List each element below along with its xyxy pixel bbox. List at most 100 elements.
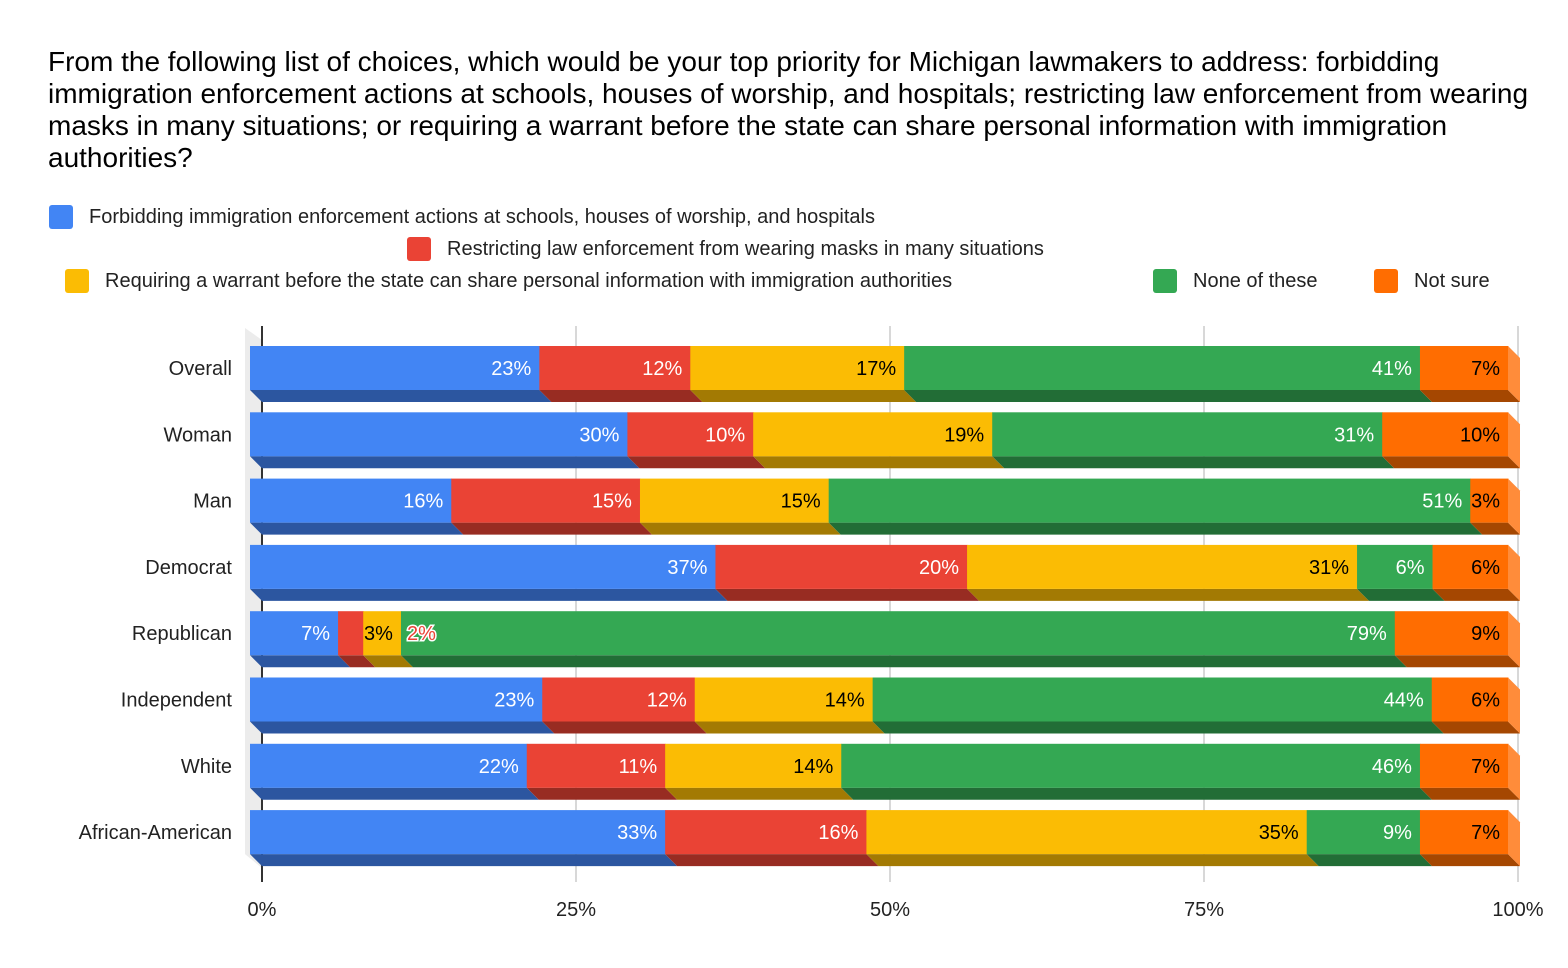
legend-item-restricting[interactable]: Restricting law enforcement from wearing… bbox=[407, 237, 1044, 261]
category-label: Democrat bbox=[145, 557, 232, 579]
bar-segment bbox=[250, 611, 339, 656]
bar-segment bbox=[1419, 346, 1509, 390]
x-tick-label: 75% bbox=[1184, 899, 1224, 921]
bar-segment bbox=[828, 478, 1471, 523]
legend-item-none[interactable]: None of these bbox=[1153, 269, 1318, 293]
bar-segment bbox=[1306, 810, 1421, 855]
bar-bottom-face bbox=[841, 787, 1432, 800]
x-tick-label: 25% bbox=[556, 899, 596, 921]
bar-segment bbox=[715, 544, 968, 589]
bar-bottom-face bbox=[694, 721, 885, 734]
bar-side-face bbox=[1508, 611, 1520, 668]
data-label: 7% bbox=[301, 623, 330, 645]
bar-bottom-face bbox=[1394, 655, 1520, 668]
bar-bottom-face bbox=[1419, 854, 1520, 867]
data-label: 6% bbox=[1471, 690, 1500, 712]
legend-label: None of these bbox=[1193, 269, 1318, 292]
bar-segment bbox=[872, 677, 1433, 722]
bar-segment bbox=[992, 412, 1383, 457]
category-label: Independent bbox=[121, 690, 233, 712]
data-label: 7% bbox=[1471, 756, 1500, 778]
bar-side-face bbox=[1508, 478, 1520, 535]
bar-side-face bbox=[1508, 677, 1520, 734]
legend-item-not-sure[interactable]: Not sure bbox=[1374, 269, 1490, 293]
bar-bottom-face bbox=[526, 787, 678, 800]
legend-item-requiring[interactable]: Requiring a warrant before the state can… bbox=[65, 269, 952, 293]
data-label: 35% bbox=[1259, 822, 1299, 844]
bar-bottom-face bbox=[967, 588, 1370, 601]
bar-bottom-face bbox=[1431, 721, 1520, 734]
legend-swatch bbox=[1153, 269, 1177, 293]
data-label: 6% bbox=[1471, 557, 1500, 579]
legend-swatch bbox=[65, 269, 89, 293]
bar-bottom-face bbox=[828, 522, 1483, 535]
bar-bottom-face bbox=[451, 522, 652, 535]
bar-segment bbox=[250, 677, 543, 722]
bar-bottom-face bbox=[542, 721, 707, 734]
data-label: 15% bbox=[592, 491, 632, 513]
bar-bottom-face bbox=[690, 390, 917, 402]
data-label: 79% bbox=[1347, 623, 1387, 645]
category-label: Overall bbox=[169, 358, 232, 380]
x-tick-label: 0% bbox=[248, 899, 277, 921]
legend-swatch bbox=[1374, 269, 1398, 293]
bar-bottom-face bbox=[665, 787, 854, 800]
data-label: 12% bbox=[647, 690, 687, 712]
data-label: 2% bbox=[407, 623, 436, 645]
data-label: 6% bbox=[1396, 557, 1425, 579]
bar-bottom-face bbox=[250, 854, 678, 867]
legend-label: Forbidding immigration enforcement actio… bbox=[89, 205, 875, 228]
bar-segment bbox=[1394, 611, 1509, 656]
data-label: 23% bbox=[491, 358, 531, 380]
bar-bottom-face bbox=[753, 456, 1005, 469]
bar-segment bbox=[1419, 743, 1509, 788]
bar-side-face bbox=[1508, 743, 1520, 800]
x-tick-label: 100% bbox=[1492, 899, 1543, 921]
bar-segment bbox=[639, 478, 830, 523]
bar-bottom-face bbox=[1382, 456, 1520, 469]
data-label: 31% bbox=[1309, 557, 1349, 579]
category-label: African-American bbox=[79, 822, 232, 844]
bar-segment bbox=[250, 544, 716, 589]
category-label: White bbox=[181, 756, 232, 778]
bar-segment bbox=[627, 412, 754, 457]
data-label: 12% bbox=[642, 358, 682, 380]
x-tick-label: 50% bbox=[870, 899, 910, 921]
bar-segment bbox=[338, 611, 364, 656]
legend-label: Restricting law enforcement from wearing… bbox=[447, 237, 1044, 260]
legend-item-forbidding[interactable]: Forbidding immigration enforcement actio… bbox=[49, 205, 875, 229]
bar-bottom-face bbox=[250, 588, 728, 601]
bar-bottom-face bbox=[665, 854, 879, 867]
data-label: 9% bbox=[1471, 623, 1500, 645]
data-label: 44% bbox=[1384, 690, 1424, 712]
data-label: 11% bbox=[619, 756, 658, 778]
data-label: 14% bbox=[793, 756, 833, 778]
bar-bottom-face bbox=[639, 522, 841, 535]
bar-segment bbox=[451, 478, 641, 523]
bar-segment bbox=[1470, 478, 1509, 523]
bar-segment bbox=[665, 743, 842, 788]
bar-bottom-face bbox=[250, 655, 351, 668]
bar-bottom-face bbox=[363, 655, 413, 668]
data-label: 37% bbox=[667, 557, 707, 579]
category-label: Man bbox=[193, 491, 232, 513]
bar-bottom-face bbox=[250, 390, 552, 402]
data-label: 10% bbox=[705, 424, 745, 446]
legend-label: Not sure bbox=[1414, 269, 1490, 292]
data-label: 51% bbox=[1422, 491, 1462, 513]
bar-bottom-face bbox=[250, 522, 464, 535]
legend-swatch bbox=[407, 237, 431, 261]
bar-segment bbox=[250, 412, 628, 457]
data-label: 22% bbox=[479, 756, 519, 778]
bar-bottom-face bbox=[338, 655, 376, 668]
bar-segment bbox=[400, 611, 1396, 656]
bar-segment bbox=[250, 346, 540, 390]
bar-segment bbox=[526, 743, 666, 788]
data-label: 3% bbox=[1471, 491, 1500, 513]
bar-side-face bbox=[1508, 412, 1520, 469]
bar-bottom-face bbox=[1306, 854, 1432, 867]
data-label: 3% bbox=[364, 623, 393, 645]
data-label: 46% bbox=[1372, 756, 1412, 778]
bar-side-face bbox=[1508, 810, 1520, 867]
